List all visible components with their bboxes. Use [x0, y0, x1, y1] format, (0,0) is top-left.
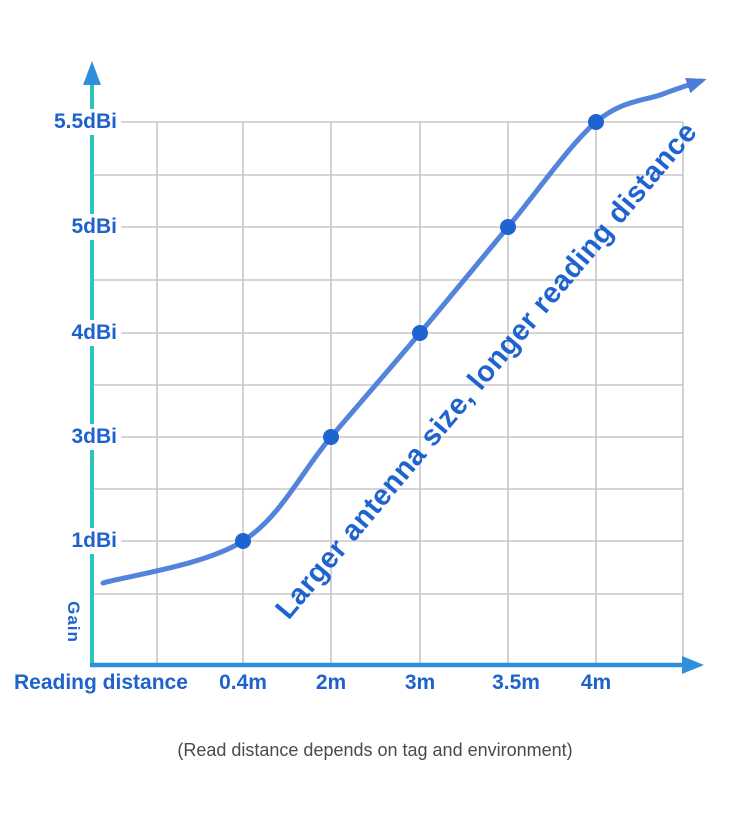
x-tick-label: 2m [315, 671, 347, 694]
caption-text: (Read distance depends on tag and enviro… [177, 740, 573, 760]
data-point [500, 219, 516, 235]
data-point [323, 429, 339, 445]
data-point [235, 533, 251, 549]
curve-arrow-icon [685, 77, 707, 94]
data-point [588, 114, 604, 130]
x-tick-label: 0.4m [219, 671, 267, 694]
y-axis-title: Gain [64, 601, 83, 643]
y-tick-label: 5dBi [67, 214, 121, 240]
y-tick-label: 5.5dBi [49, 109, 121, 135]
y-tick-label: 4dBi [67, 320, 121, 346]
x-tick-label: 3.5m [492, 671, 540, 694]
y-tick-label: 3dBi [67, 424, 121, 450]
up-arrow-icon [83, 61, 101, 85]
y-tick-label: 1dBi [67, 528, 121, 554]
x-tick-label: 4m [580, 671, 612, 694]
x-tick-label: 3m [404, 671, 436, 694]
data-point [412, 325, 428, 341]
gain-curve [100, 78, 704, 586]
x-axis-title: Reading distance [14, 671, 188, 694]
right-arrow-icon [682, 656, 704, 674]
